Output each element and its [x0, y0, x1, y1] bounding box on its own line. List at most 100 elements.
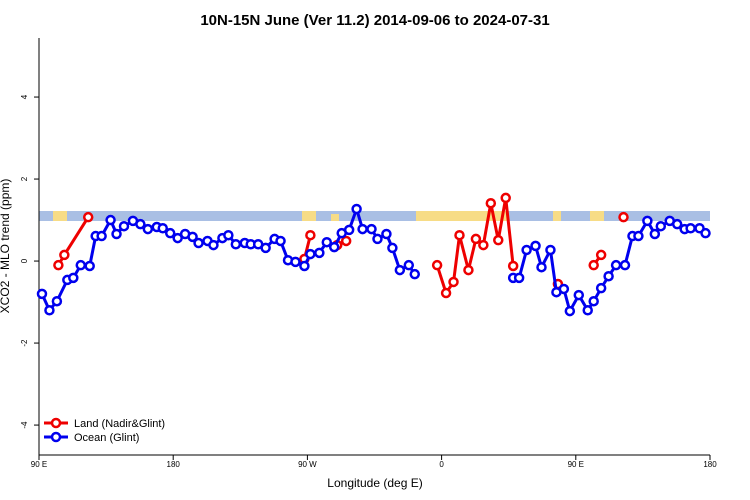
band-land: [53, 211, 67, 221]
data-point: [588, 259, 599, 271]
data-point: [463, 264, 474, 276]
data-point: [655, 220, 667, 232]
data-point: [321, 236, 333, 248]
data-point: [111, 228, 122, 240]
data-point: [75, 259, 87, 271]
data-point: [387, 242, 398, 254]
data-point: [187, 231, 198, 243]
data-point: [603, 270, 614, 282]
chart-title: 10N-15N June (Ver 11.2) 2014-09-06 to 20…: [200, 12, 549, 29]
data-point: [470, 233, 482, 245]
surface-band: [39, 211, 710, 221]
data-point: [394, 264, 406, 276]
data-point: [564, 305, 576, 317]
data-point: [193, 237, 204, 249]
data-point: [105, 214, 116, 226]
x-tick-label: 180: [703, 460, 717, 469]
y-axis-label: XCO2 - MLO trend (ppm): [0, 179, 12, 314]
data-point: [68, 272, 79, 284]
y-tick-label: 0: [20, 258, 29, 263]
y-tick-label: -2: [20, 339, 29, 347]
legend-marker: [50, 417, 62, 429]
data-point: [51, 295, 63, 307]
band-land: [590, 211, 604, 221]
y-tick-label: -4: [20, 421, 29, 429]
data-point: [700, 227, 711, 239]
x-tick-label: 0: [439, 460, 444, 469]
data-point: [633, 230, 644, 242]
data-point: [671, 218, 683, 230]
data-point: [642, 215, 653, 227]
y-tick-label: 4: [20, 94, 29, 99]
data-point: [208, 239, 219, 251]
band-land: [302, 211, 316, 221]
data-point: [500, 192, 511, 204]
data-point: [595, 282, 607, 294]
data-point: [372, 233, 383, 245]
data-point: [588, 295, 599, 307]
data-point: [685, 223, 696, 234]
data-point: [118, 220, 130, 232]
data-point: [299, 260, 310, 272]
data-point: [448, 276, 459, 288]
y-tick-label: 2: [20, 176, 29, 181]
data-point: [275, 235, 286, 247]
data-point: [403, 259, 415, 271]
data-point: [314, 247, 325, 259]
data-point: [521, 244, 532, 256]
data-point: [366, 223, 377, 235]
data-point: [230, 238, 242, 250]
data-point: [619, 259, 631, 271]
data-point: [431, 259, 443, 271]
data-point: [84, 260, 95, 272]
data-point: [59, 249, 70, 261]
data-point: [96, 230, 107, 242]
data-point: [164, 227, 176, 239]
x-tick-label: 90 E: [31, 460, 47, 469]
data-point: [610, 259, 622, 271]
data-point: [493, 234, 504, 246]
data-point: [573, 289, 585, 301]
data-point: [351, 203, 362, 215]
data-point: [536, 261, 547, 273]
data-point: [157, 223, 169, 234]
data-point: [223, 229, 234, 241]
data-point: [328, 241, 340, 253]
data-point: [558, 283, 570, 295]
data-point: [440, 287, 452, 299]
data-point: [409, 268, 421, 280]
data-point: [478, 239, 489, 251]
data-point: [44, 305, 55, 316]
band-land: [553, 211, 561, 221]
data-point: [260, 242, 271, 254]
data-point: [290, 256, 301, 268]
x-axis-label: Longitude (deg E): [327, 476, 422, 490]
data-point: [82, 211, 94, 223]
x-tick-label: 90 E: [568, 460, 584, 469]
data-point: [649, 228, 661, 240]
band-land: [331, 214, 339, 221]
data-point: [135, 218, 146, 230]
legend-label: Land (Nadir&Glint): [74, 418, 165, 430]
band-ocean: [39, 211, 710, 221]
data-point: [36, 288, 48, 300]
data-point: [618, 211, 629, 223]
data-point: [142, 223, 154, 235]
data-point: [172, 232, 183, 244]
legend-label: Ocean (Glint): [74, 432, 139, 444]
data-point: [305, 248, 316, 260]
data-point: [545, 244, 556, 256]
data-point: [340, 235, 352, 247]
data-point: [513, 272, 525, 284]
x-tick-label: 90 W: [298, 460, 317, 469]
data-point: [454, 229, 465, 241]
data-point: [582, 305, 593, 316]
data-point: [507, 260, 519, 272]
band-land: [416, 211, 508, 221]
x-tick-label: 180: [167, 460, 181, 469]
data-point: [381, 228, 392, 240]
data-point: [343, 224, 355, 236]
data-point: [485, 197, 497, 209]
data-point: [53, 259, 64, 271]
